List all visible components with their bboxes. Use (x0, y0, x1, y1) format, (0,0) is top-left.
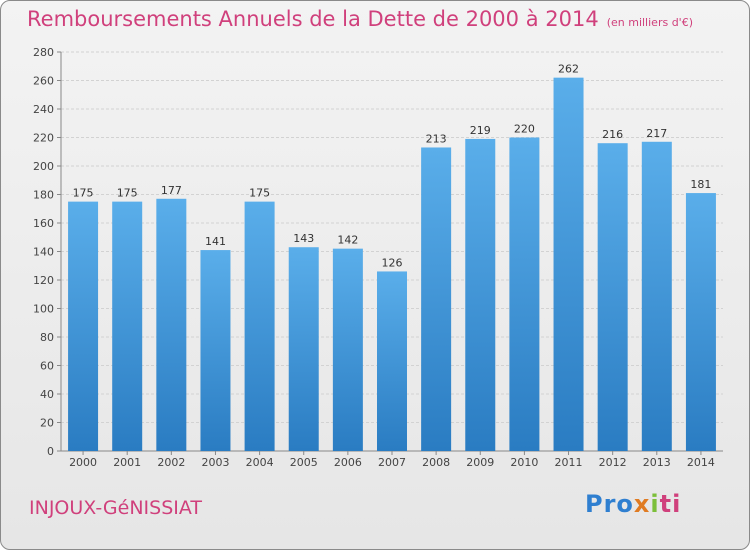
logo-part-3: i (650, 490, 660, 518)
data-labels: 175 175 177 141 175 143 142 126 213 219 220 262 216 2… (73, 63, 712, 270)
x-tick-label: 2012 (599, 456, 627, 469)
chart-title: Remboursements Annuels de la Dette de 20… (27, 7, 693, 31)
y-tick-label: 280 (33, 46, 54, 59)
y-tick-label: 100 (33, 303, 54, 316)
data-label-2008: 213 (426, 132, 447, 145)
bar-2012 (597, 143, 628, 451)
bar-2010 (509, 137, 540, 451)
y-tick-label: 60 (40, 360, 54, 373)
y-tick-label: 120 (33, 274, 54, 287)
unit-note: (en milliers d'€) (606, 16, 693, 29)
data-label-2007: 126 (382, 256, 403, 269)
x-tick-label: 2007 (378, 456, 406, 469)
location-name: INJOUX-GéNISSIAT (29, 497, 202, 519)
x-tick-label: 2010 (510, 456, 538, 469)
y-tick-label: 220 (33, 132, 54, 145)
data-label-2003: 141 (205, 235, 226, 248)
x-tick-label: 2001 (113, 456, 141, 469)
data-label-2001: 175 (117, 187, 138, 200)
x-tick-labels: 2000 2001 2002 2003 2004 2005 2006 2007 2008 2009… (69, 456, 715, 469)
bar-2006 (332, 248, 363, 451)
bar-2004 (244, 201, 275, 451)
logo-part-4: ti (659, 490, 682, 518)
x-tick-label: 2006 (334, 456, 362, 469)
y-tick-labels: 0 20 40 60 80 100 120 140 160 180 200 220 240 260 280 (33, 46, 54, 458)
bar-2014 (685, 193, 716, 451)
y-tick-label: 0 (47, 445, 54, 458)
bar-2007 (377, 271, 407, 451)
x-tick-label: 2004 (246, 456, 274, 469)
data-label-2011: 262 (558, 63, 579, 76)
data-label-2002: 177 (161, 184, 182, 197)
bar-2005 (288, 247, 319, 451)
bar-2009 (465, 138, 496, 452)
logo-part-1: Pro (585, 490, 634, 518)
x-tick-label: 2005 (290, 456, 318, 469)
data-label-2005: 143 (293, 232, 314, 245)
y-tick-label: 20 (40, 417, 54, 430)
y-tick-label: 40 (40, 388, 54, 401)
data-label-2006: 142 (337, 234, 358, 247)
y-tick-label: 80 (40, 331, 54, 344)
data-label-2010: 220 (514, 123, 535, 136)
x-tick-label: 2003 (201, 456, 229, 469)
bar-2008 (421, 147, 452, 451)
x-tick-label: 2011 (555, 456, 583, 469)
data-label-2012: 216 (602, 128, 623, 141)
x-tick-label: 2008 (422, 456, 450, 469)
x-tick-label: 2014 (687, 456, 715, 469)
data-label-2004: 175 (249, 187, 270, 200)
y-tick-label: 140 (33, 246, 54, 259)
data-label-2000: 175 (73, 187, 94, 200)
chart-title-text: Remboursements Annuels de la Dette de 20… (27, 7, 599, 31)
bar-2001 (112, 201, 143, 451)
y-tick-label: 240 (33, 103, 54, 116)
bar-2000 (68, 201, 99, 451)
y-tick-label: 160 (33, 217, 54, 230)
data-label-2013: 217 (646, 127, 667, 140)
bar-2002 (156, 198, 187, 451)
x-tick-label: 2009 (466, 456, 494, 469)
data-label-2014: 181 (690, 178, 711, 191)
bar-2013 (641, 141, 672, 451)
y-tick-label: 200 (33, 160, 54, 173)
bar-2003 (200, 250, 231, 451)
x-tick-label: 2000 (69, 456, 97, 469)
bar-2011 (553, 77, 584, 452)
bars (68, 77, 716, 452)
proxiti-logo: Proxiti (585, 490, 681, 518)
x-tick-label: 2002 (157, 456, 185, 469)
x-tick-label: 2013 (643, 456, 671, 469)
y-tick-label: 260 (33, 75, 54, 88)
logo-part-2: x (633, 490, 651, 518)
data-label-2009: 219 (470, 124, 491, 137)
y-tick-label: 180 (33, 189, 54, 202)
